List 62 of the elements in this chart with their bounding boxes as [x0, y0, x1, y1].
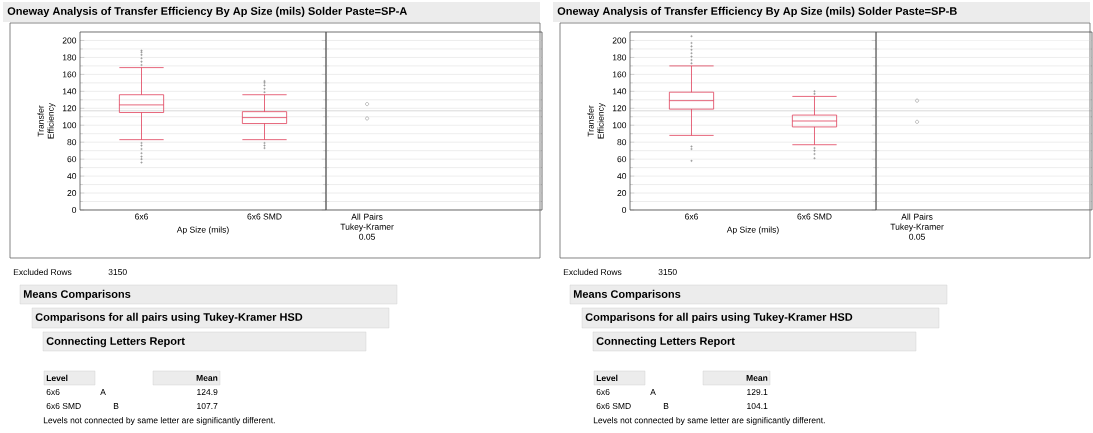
x-axis-title: Ap Size (mils) — [726, 226, 779, 235]
text: 3150 — [658, 268, 677, 275]
text: 107.7 — [197, 402, 218, 409]
x-tick-label: 6x6 SMD — [797, 213, 832, 220]
text: A — [100, 389, 106, 395]
text: 6x6 — [46, 388, 60, 395]
text: Comparisons for all pairs using Tukey-Kramer HSD — [35, 312, 303, 324]
y-tick-label: 140 — [612, 88, 627, 95]
y-tick-label: 140 — [62, 88, 77, 95]
y-tick-label: 200 — [62, 37, 77, 44]
text: B — [663, 403, 669, 409]
text: Mean — [746, 375, 768, 381]
y-tick-label: 20 — [617, 190, 627, 197]
chart-title: Oneway Analysis of Transfer Efficiency By Ap Size (mils) Solder Paste=SP-A — [7, 6, 408, 18]
text: Means Comparisons — [573, 289, 681, 301]
y-tick-label: 20 — [67, 190, 77, 197]
text: Comparisons for all pairs using Tukey-Kramer HSD — [585, 312, 853, 324]
y-axis-title: Transfer Efficiency — [37, 102, 56, 139]
text: 6x6 — [596, 388, 610, 395]
chart-title: Oneway Analysis of Transfer Efficiency By Ap Size (mils) Solder Paste=SP-B — [557, 6, 957, 18]
y-tick-label: 0 — [72, 206, 77, 213]
y-tick-label: 60 — [67, 156, 77, 163]
y-tick-label: 180 — [612, 54, 627, 61]
x-tick-label: All Pairs Tukey-Kramer 0.05 — [890, 213, 944, 240]
y-tick-label: 180 — [62, 54, 77, 61]
x-tick-label: All Pairs Tukey-Kramer 0.05 — [340, 213, 394, 240]
text: 3150 — [108, 268, 127, 275]
y-tick-label: 80 — [617, 139, 627, 146]
text: Excluded Rows — [13, 268, 72, 276]
x-tick-label: 6x6 — [685, 213, 698, 220]
y-tick-label: 40 — [617, 173, 627, 180]
text: Levels not connected by same letter are significantly different. — [593, 417, 825, 425]
y-tick-label: 60 — [617, 156, 627, 163]
y-tick-label: 200 — [612, 37, 627, 44]
y-tick-label: 80 — [67, 139, 77, 146]
text: Level — [596, 374, 618, 382]
y-tick-label: 0 — [622, 206, 627, 213]
text: 6x6 SMD — [596, 402, 631, 409]
y-tick-label: 160 — [62, 71, 77, 78]
text: 129.1 — [747, 388, 768, 395]
text: Connecting Letters Report — [46, 336, 185, 348]
text: B — [113, 403, 119, 409]
y-tick-label: 160 — [612, 71, 627, 78]
text: 124.9 — [197, 388, 218, 395]
y-tick-label: 100 — [612, 122, 627, 129]
text: A — [650, 389, 656, 395]
text: Levels not connected by same letter are significantly different. — [43, 417, 275, 425]
text: 6x6 SMD — [46, 402, 81, 409]
text: 104.1 — [747, 402, 768, 409]
x-tick-label: 6x6 — [135, 213, 148, 220]
x-axis-title: Ap Size (mils) — [176, 226, 229, 235]
y-tick-label: 100 — [62, 122, 77, 129]
text: Excluded Rows — [563, 268, 622, 276]
y-tick-label: 120 — [62, 105, 77, 112]
text: Means Comparisons — [23, 289, 131, 301]
y-tick-label: 120 — [612, 105, 627, 112]
text: Level — [46, 374, 68, 382]
y-axis-title: Transfer Efficiency — [587, 102, 606, 139]
text: Connecting Letters Report — [596, 336, 735, 348]
text: Mean — [196, 375, 218, 381]
x-tick-label: 6x6 SMD — [247, 213, 282, 220]
y-tick-label: 40 — [67, 173, 77, 180]
